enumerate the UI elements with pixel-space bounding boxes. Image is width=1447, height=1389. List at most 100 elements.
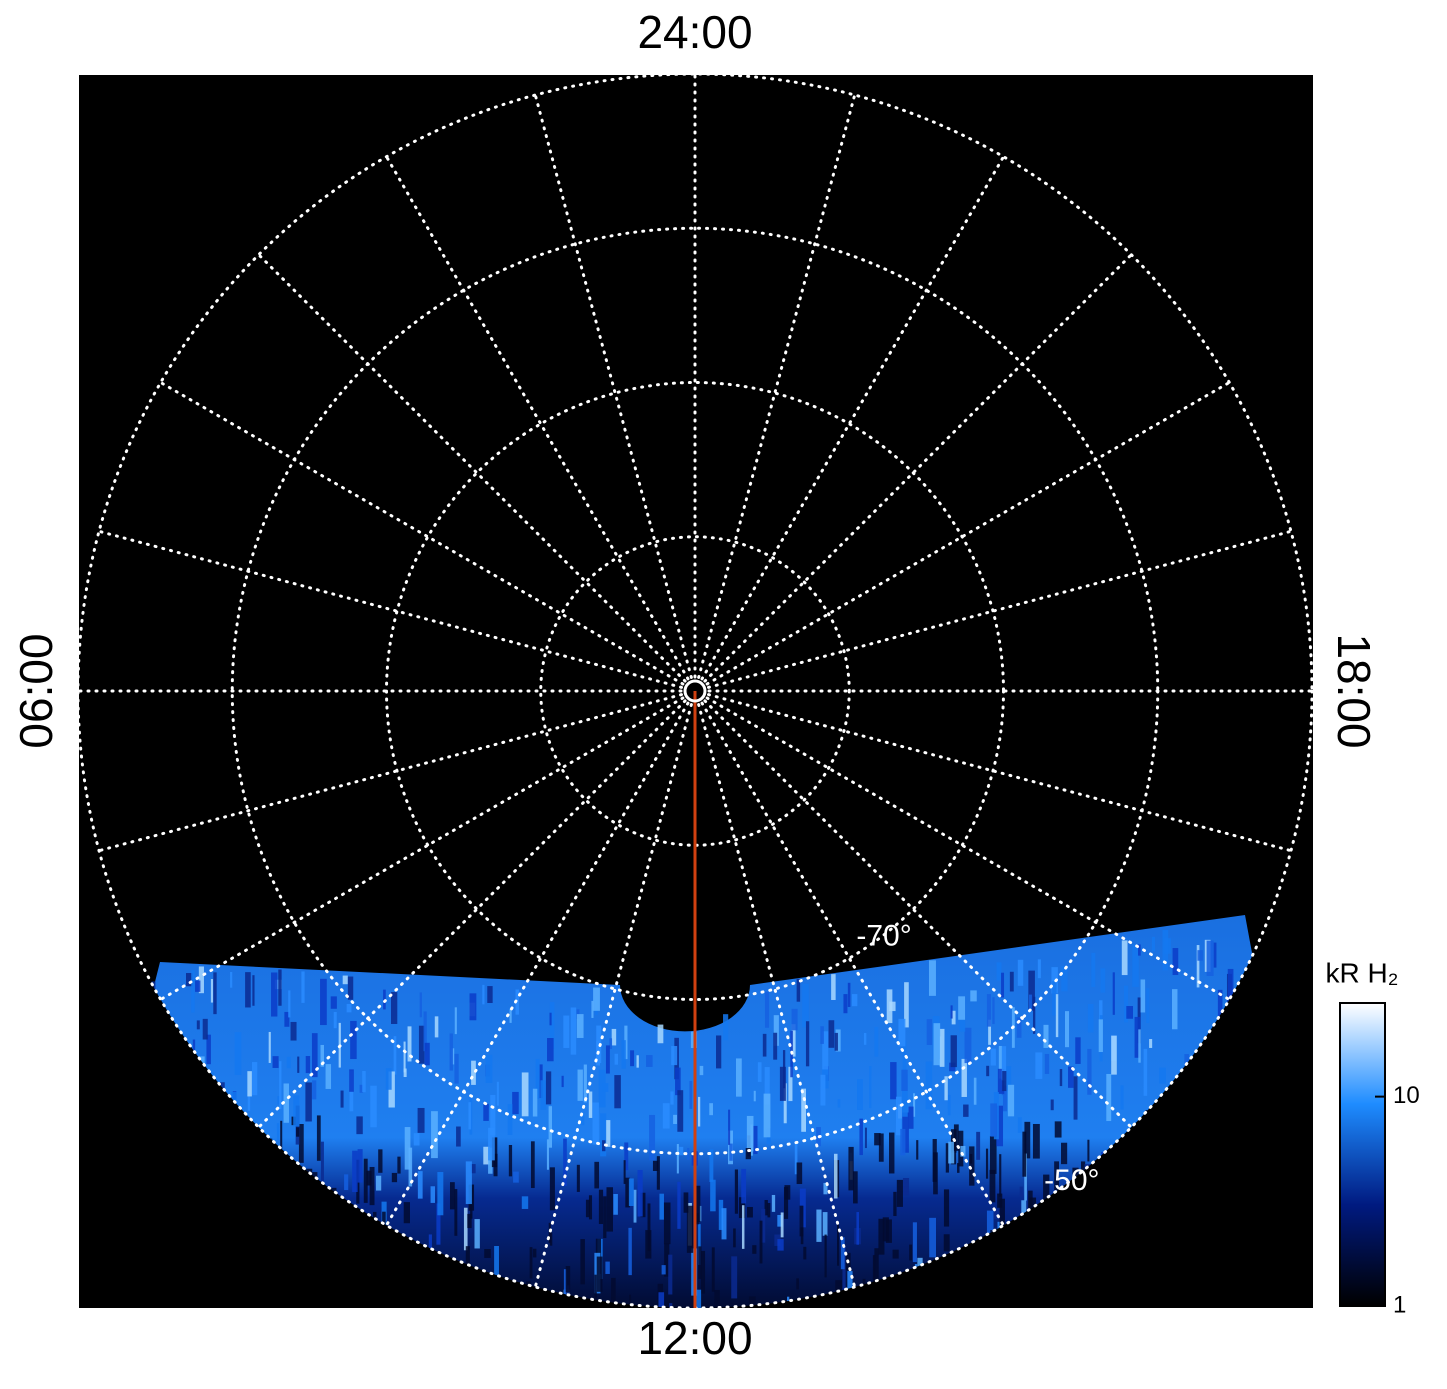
emission-streak xyxy=(1151,936,1155,952)
hour-grid-line xyxy=(385,155,690,681)
emission-streak xyxy=(904,982,909,1028)
emission-streak xyxy=(1121,940,1128,976)
emission-streak xyxy=(605,1045,610,1074)
emission-streak xyxy=(753,1090,756,1102)
emission-streak xyxy=(1016,1017,1022,1038)
emission-streak xyxy=(1038,1310,1041,1355)
emission-streak xyxy=(276,1123,280,1141)
emission-streak xyxy=(370,1085,377,1128)
emission-streak xyxy=(1032,996,1036,1034)
emission-streak xyxy=(986,1210,994,1248)
pole-marker xyxy=(683,679,707,703)
emission-streak xyxy=(196,1020,200,1030)
emission-streak xyxy=(606,1187,613,1232)
emission-streak xyxy=(247,1071,252,1097)
emission-streak xyxy=(892,1249,899,1259)
emission-streak xyxy=(1120,1085,1124,1110)
emission-streak xyxy=(803,1246,807,1260)
emission-streak xyxy=(513,1171,519,1183)
emission-streak xyxy=(613,1193,618,1215)
emission-streak xyxy=(403,1041,406,1073)
emission-streak xyxy=(709,1103,713,1116)
emission-streak xyxy=(671,1046,678,1066)
emission-streak xyxy=(773,1015,779,1046)
emission-streak xyxy=(999,1198,1005,1233)
emission-streak xyxy=(340,1090,344,1108)
emission-streak xyxy=(598,1189,604,1225)
emission-streak xyxy=(297,1056,300,1073)
emission-streak xyxy=(902,1112,909,1153)
emission-streak xyxy=(746,1115,754,1152)
emission-streak xyxy=(278,969,282,1006)
emission-streak xyxy=(926,1019,933,1045)
emission-streak xyxy=(1215,1307,1220,1308)
emission-streak xyxy=(835,1029,841,1052)
emission-streak xyxy=(1043,1024,1049,1048)
hour-grid-line xyxy=(705,696,1231,1001)
emission-streak xyxy=(609,1038,613,1050)
emission-streak xyxy=(823,1303,830,1308)
emission-streak xyxy=(593,987,600,1011)
emission-streak xyxy=(588,1195,593,1220)
emission-streak xyxy=(352,1150,358,1193)
emission-streak xyxy=(997,1068,1005,1094)
emission-streak xyxy=(986,994,991,1027)
emission-streak xyxy=(277,1096,280,1105)
emission-streak xyxy=(759,1220,763,1264)
emission-streak xyxy=(1149,1039,1153,1048)
emission-streak xyxy=(1087,1003,1094,1033)
hour-grid-line xyxy=(707,693,1293,853)
emission-streak xyxy=(1075,1037,1081,1064)
emission-streak xyxy=(206,1034,211,1065)
emission-streak xyxy=(698,1224,701,1265)
emission-streak xyxy=(430,1186,436,1203)
emission-streak xyxy=(796,978,801,1002)
emission-streak xyxy=(695,1289,702,1308)
emission-streak xyxy=(198,966,204,994)
hour-grid-line xyxy=(703,253,1133,683)
emission-streak xyxy=(483,1146,490,1165)
emission-streak xyxy=(840,1237,845,1270)
emission-streak xyxy=(412,1304,420,1308)
emission-streak xyxy=(602,1314,605,1324)
emission-streak xyxy=(592,1102,599,1145)
emission-streak xyxy=(283,1083,289,1123)
hour-grid-line xyxy=(703,699,1133,1129)
colorbar xyxy=(1339,1002,1386,1307)
emission-streak xyxy=(474,1219,480,1249)
emission-streak xyxy=(602,1140,606,1152)
emission-streak xyxy=(1114,1304,1122,1308)
emission-streak xyxy=(628,1227,632,1276)
emission-streak xyxy=(799,1205,804,1237)
emission-streak xyxy=(1126,1006,1134,1019)
emission-streak xyxy=(231,1091,237,1106)
emission-streak xyxy=(598,1069,606,1108)
hour-label: 12:00 xyxy=(637,1312,752,1364)
emission-streak xyxy=(747,1206,753,1218)
emission-streak xyxy=(503,1313,505,1344)
emission-streak xyxy=(710,1179,716,1212)
emission-streak xyxy=(996,962,1002,981)
emission-streak xyxy=(195,980,201,992)
emission-streak xyxy=(889,1001,896,1012)
emission-streak xyxy=(628,1178,634,1206)
emission-streak xyxy=(1080,1308,1082,1317)
emission-streak xyxy=(833,1153,838,1199)
emission-streak xyxy=(290,1021,297,1041)
emission-streak xyxy=(723,1014,729,1041)
emission-streak xyxy=(549,1167,555,1211)
emission-streak xyxy=(673,1114,678,1125)
emission-streak xyxy=(424,1042,430,1066)
emission-streak xyxy=(490,1094,496,1136)
emission-streak xyxy=(869,1066,872,1109)
emission-streak xyxy=(437,1172,444,1216)
emission-streak xyxy=(1170,1317,1175,1327)
emission-streak xyxy=(677,1181,681,1229)
emission-streak xyxy=(563,1138,567,1187)
emission-streak xyxy=(1217,989,1223,1023)
emission-streak xyxy=(969,1146,975,1186)
hour-grid-line xyxy=(700,701,1005,1227)
emission-streak xyxy=(391,1172,398,1183)
emission-streak xyxy=(890,1062,897,1100)
emission-streak xyxy=(629,1294,632,1308)
